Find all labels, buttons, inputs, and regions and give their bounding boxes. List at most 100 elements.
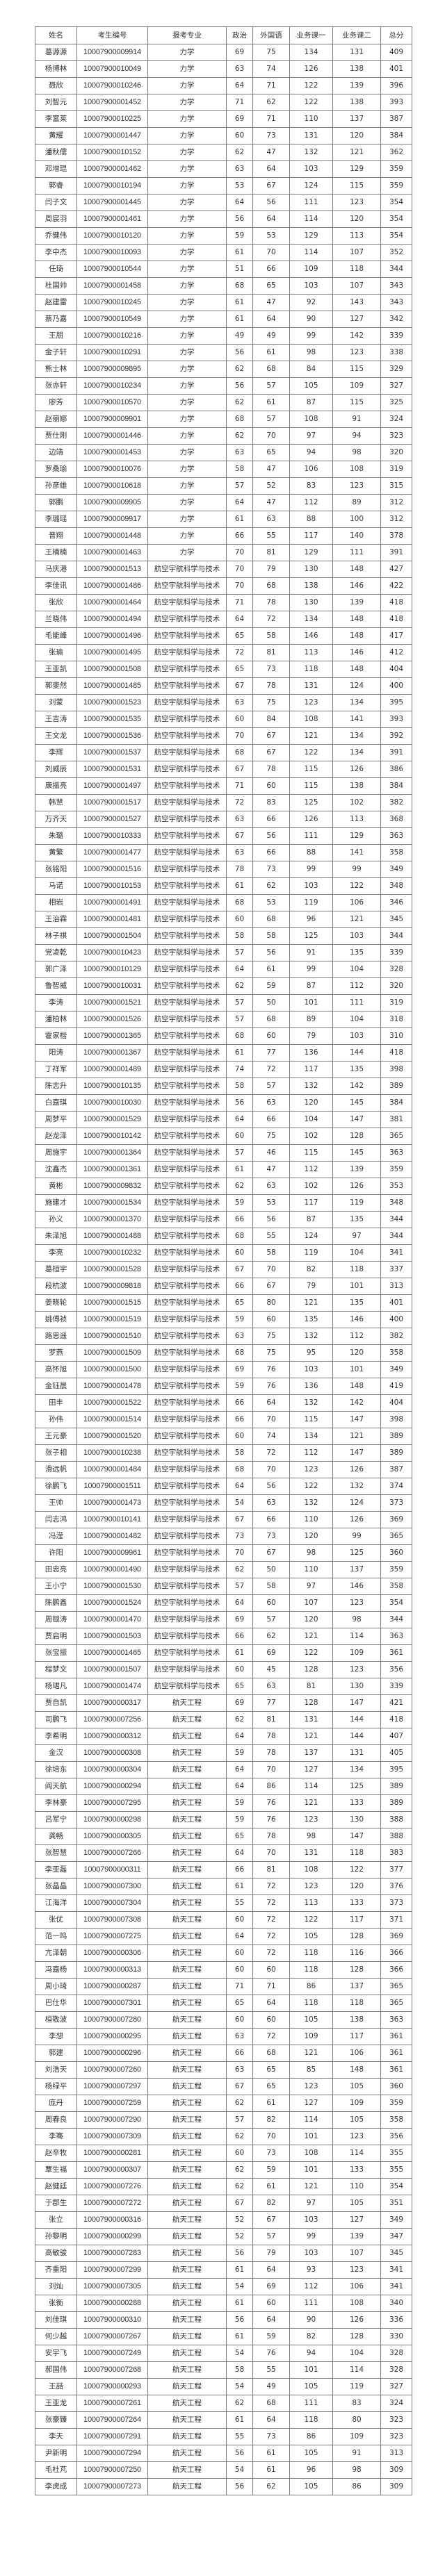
cell-politics: 67 — [226, 827, 253, 845]
cell-exam-id: 10007900010030 — [76, 1094, 148, 1112]
cell-exam-id: 10007900009901 — [76, 411, 148, 428]
cell-major: 航空宇航科学与技术 — [147, 561, 227, 578]
cell-total: 418 — [380, 594, 412, 611]
cell-politics: 59 — [226, 1378, 253, 1395]
cell-total: 383 — [380, 1844, 412, 1862]
cell-total: 344 — [380, 927, 412, 945]
cell-subject-2: 133 — [332, 1794, 381, 1812]
cell-total: 391 — [380, 544, 412, 561]
cell-subject-2: 139 — [332, 1161, 381, 1178]
cell-major: 航天工程 — [147, 1744, 227, 1762]
table-row: 陈鹏鑫 10007900001524 航空宇航科学与技术 64 60 107 123 354 — [35, 1594, 412, 1612]
table-row: 李中杰 10007900010093 力学 61 70 114 107 352 — [35, 244, 412, 261]
cell-major: 航空宇航科学与技术 — [147, 1278, 227, 1295]
cell-exam-id: 10007900001516 — [76, 861, 148, 878]
table-row: 朱璐 10007900010333 航空宇航科学与技术 67 56 111 129 363 — [35, 827, 412, 845]
cell-major: 航空宇航科学与技术 — [147, 1561, 227, 1578]
cell-politics: 56 — [226, 377, 253, 395]
cell-politics: 64 — [226, 1778, 253, 1795]
cell-total: 401 — [380, 60, 412, 78]
table-row: 孙义 10007900001370 航空宇航科学与技术 66 56 87 135 344 — [35, 1211, 412, 1228]
cell-total: 320 — [380, 444, 412, 461]
cell-major: 力学 — [147, 160, 227, 178]
cell-foreign-language: 63 — [252, 1178, 290, 1195]
cell-foreign-language: 64 — [252, 1394, 290, 1412]
table-row: 田忠亮 10007900001490 航空宇航科学与技术 62 50 110 137 359 — [35, 1561, 412, 1578]
cell-foreign-language: 60 — [252, 2011, 290, 2029]
cell-foreign-language: 64 — [252, 2411, 290, 2429]
cell-total: 324 — [380, 2395, 412, 2412]
cell-major: 航空宇航科学与技术 — [147, 1461, 227, 1478]
cell-major: 航天工程 — [147, 2178, 227, 2195]
table-row: 李天 10007900007291 航天工程 55 73 86 109 323 — [35, 2428, 412, 2445]
cell-exam-id: 10007900001453 — [76, 444, 148, 461]
cell-politics: 58 — [226, 927, 253, 945]
header-politics: 政治 — [226, 26, 253, 44]
cell-total: 318 — [380, 1011, 412, 1028]
cell-subject-2: 118 — [332, 1995, 381, 2012]
cell-politics: 59 — [226, 1194, 253, 1212]
cell-major: 航天工程 — [147, 1878, 227, 1895]
cell-foreign-language: 78 — [252, 761, 290, 778]
cell-subject-1: 125 — [289, 794, 333, 811]
cell-politics: 62 — [226, 977, 253, 995]
cell-politics: 71 — [226, 94, 253, 111]
cell-politics: 55 — [226, 2428, 253, 2445]
cell-subject-1: 106 — [289, 461, 333, 478]
cell-foreign-language: 67 — [252, 177, 290, 195]
cell-subject-2: 123 — [332, 1594, 381, 1612]
cell-subject-2: 126 — [332, 2311, 381, 2329]
cell-subject-2: 144 — [332, 1728, 381, 1745]
cell-foreign-language: 67 — [252, 1278, 290, 1295]
cell-foreign-language: 81 — [252, 1711, 290, 1728]
cell-politics: 67 — [226, 2195, 253, 2212]
cell-subject-1: 102 — [289, 1128, 333, 1145]
table-row: 刘佳琪 10007900000310 航天工程 56 64 90 126 336 — [35, 2311, 412, 2329]
cell-name: 李佳讯 — [35, 577, 77, 595]
cell-major: 航空宇航科学与技术 — [147, 944, 227, 961]
table-row: 巴仕华 10007900007301 航天工程 65 64 118 118 365 — [35, 1995, 412, 2012]
cell-exam-id: 10007900010232 — [76, 1244, 148, 1262]
score-table: 姓名 考生编号 报考专业 政治 外国语 业务课一 业务课二 总分 葛源源 1000… — [35, 26, 412, 2495]
cell-total: 421 — [380, 1694, 412, 1712]
cell-exam-id: 10007900001485 — [76, 677, 148, 695]
cell-name: 毛杜芃 — [35, 2461, 77, 2479]
cell-subject-1: 103 — [289, 160, 333, 178]
cell-major: 航空宇航科学与技术 — [147, 1094, 227, 1112]
cell-major: 航空宇航科学与技术 — [147, 1211, 227, 1228]
cell-subject-2: 94 — [332, 427, 381, 445]
table-row: 毛能峰 10007900001496 航空宇航科学与技术 65 58 146 148 417 — [35, 627, 412, 645]
table-row: 葛源源 10007900009914 力学 69 75 134 131 409 — [35, 44, 412, 61]
cell-exam-id: 10007900010234 — [76, 377, 148, 395]
cell-foreign-language: 56 — [252, 1478, 290, 1495]
cell-major: 航天工程 — [147, 1861, 227, 1879]
cell-subject-1: 84 — [289, 361, 333, 378]
table-row: 覃生福 10007900000307 航天工程 62 59 101 133 355 — [35, 2161, 412, 2179]
cell-major: 航空宇航科学与技术 — [147, 994, 227, 1012]
cell-foreign-language: 56 — [252, 194, 290, 211]
cell-politics: 63 — [226, 60, 253, 78]
cell-subject-1: 131 — [289, 677, 333, 695]
cell-foreign-language: 68 — [252, 911, 290, 928]
cell-total: 361 — [380, 2028, 412, 2045]
cell-subject-2: 128 — [332, 1928, 381, 1945]
cell-foreign-language: 75 — [252, 1128, 290, 1145]
cell-major: 航天工程 — [147, 2011, 227, 2029]
cell-subject-2: 105 — [332, 2195, 381, 2212]
cell-politics: 67 — [226, 677, 253, 695]
cell-subject-2: 109 — [332, 2095, 381, 2112]
cell-name: 赵辛牧 — [35, 2145, 77, 2162]
cell-subject-1: 131 — [289, 1711, 333, 1728]
cell-subject-1: 119 — [289, 894, 333, 911]
table-row: 龚畅 10007900000305 航天工程 65 78 98 147 388 — [35, 1828, 412, 1845]
cell-politics: 58 — [226, 461, 253, 478]
cell-exam-id: 10007900000310 — [76, 2311, 148, 2329]
table-row: 齐重阳 10007900007299 航天工程 61 64 93 123 341 — [35, 2261, 412, 2279]
cell-politics: 60 — [226, 1945, 253, 1962]
cell-exam-id: 10007900009905 — [76, 494, 148, 511]
cell-total: 392 — [380, 727, 412, 745]
cell-name: 廖芳 — [35, 394, 77, 411]
cell-major: 力学 — [147, 344, 227, 361]
cell-total: 323 — [380, 2411, 412, 2429]
cell-total: 312 — [380, 494, 412, 511]
